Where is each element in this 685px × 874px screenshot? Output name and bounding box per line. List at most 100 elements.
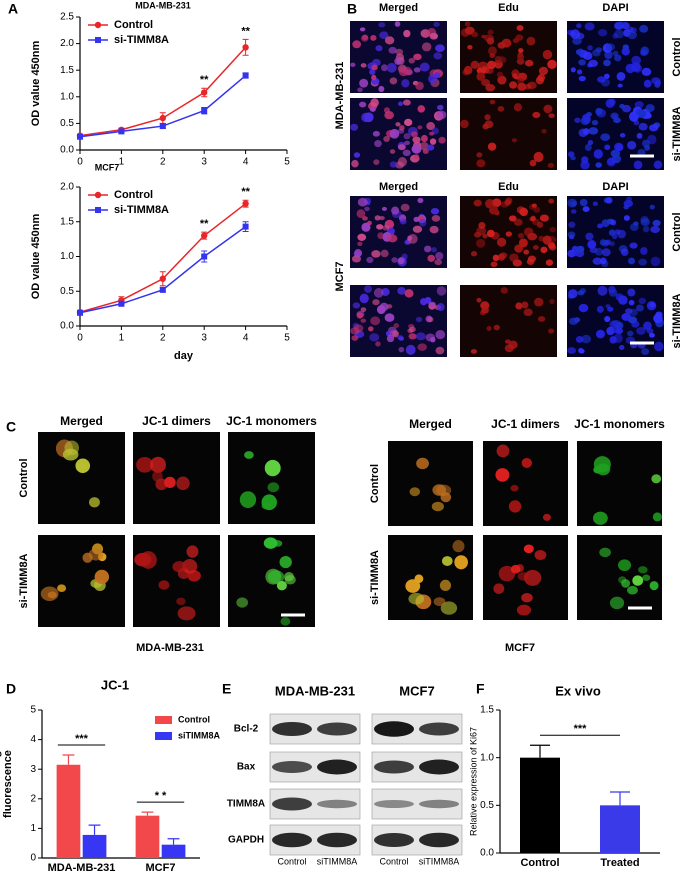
error-bar [167, 838, 180, 845]
cell [397, 257, 405, 265]
cell [639, 24, 649, 33]
cell [415, 81, 424, 91]
cell [568, 289, 578, 299]
cell [353, 152, 361, 158]
cell [460, 119, 469, 129]
panel-letter: F [476, 681, 485, 697]
cell [518, 238, 528, 248]
cell [612, 326, 620, 334]
cell [548, 198, 555, 204]
cell [613, 117, 621, 124]
cell [405, 579, 421, 593]
cell [415, 316, 423, 323]
cell [524, 59, 534, 67]
cell [570, 29, 581, 40]
cell [429, 225, 439, 234]
marker [77, 309, 83, 316]
cell [360, 34, 369, 42]
significance: ** [200, 218, 209, 230]
cell [485, 198, 495, 209]
cell [397, 128, 405, 134]
cell [47, 591, 57, 599]
cell [570, 156, 576, 161]
cell [481, 79, 491, 86]
cell [150, 456, 166, 473]
cell [433, 21, 440, 27]
cell [512, 73, 518, 79]
cell [431, 215, 441, 222]
legend-label: si-TIMM8A [114, 204, 169, 216]
cell [599, 547, 611, 558]
y-tick-label: 0.5 [60, 118, 74, 129]
y-tick-label: 0.5 [60, 286, 74, 297]
bar [520, 757, 560, 853]
cell [422, 148, 429, 154]
cell [627, 30, 638, 40]
cell [608, 285, 616, 294]
cell [470, 251, 478, 257]
cell [377, 232, 385, 240]
band [272, 797, 312, 811]
condition-label: Control [369, 464, 381, 503]
x-tick-label: Control [520, 857, 559, 869]
cell [426, 122, 435, 131]
x-tick-label: 0 [77, 157, 83, 168]
x-tick-label: 2 [160, 333, 166, 344]
cell [608, 98, 616, 106]
cell [431, 501, 444, 512]
cell [437, 104, 444, 111]
column-header: Edu [498, 181, 519, 193]
cell [516, 604, 532, 616]
cell [404, 118, 413, 127]
cell [519, 207, 528, 217]
cell [492, 254, 500, 262]
cell [609, 320, 619, 329]
y-tick-label: 0.0 [60, 145, 74, 156]
cell [587, 45, 593, 51]
cell [580, 160, 590, 170]
cell [541, 128, 547, 134]
condition-label: Control [18, 458, 30, 497]
cell [518, 48, 524, 54]
cell [635, 108, 644, 117]
cell [373, 159, 380, 165]
cell [476, 152, 483, 158]
cell [517, 82, 527, 91]
cell [403, 99, 411, 106]
cell [464, 21, 471, 27]
cell [176, 476, 190, 491]
cell-line-label: MCF7 [334, 262, 346, 292]
y-tick-label: 2 [30, 793, 36, 804]
y-tick-label: 0.0 [60, 321, 74, 332]
cell [575, 335, 584, 343]
cell [412, 136, 421, 144]
cell [521, 301, 529, 309]
cell [419, 142, 429, 151]
y-tick-label: 0.5 [480, 800, 494, 811]
column-header: JC-1 monomers [226, 414, 317, 428]
cell [384, 313, 395, 322]
cell [358, 101, 367, 108]
cell [539, 214, 549, 222]
cell [587, 240, 597, 249]
band [419, 722, 459, 736]
y-tick-label: 1.0 [60, 91, 74, 102]
cell [538, 66, 549, 76]
micrograph [577, 441, 662, 526]
marker [242, 72, 249, 79]
cell [284, 574, 296, 585]
cell [360, 318, 367, 323]
y-axis-label: OD value 450nm [30, 213, 42, 299]
cell [542, 513, 551, 521]
cell [413, 154, 420, 160]
bar [600, 805, 640, 853]
cell [617, 83, 623, 88]
x-tick-label: 0 [77, 333, 83, 344]
cell [481, 34, 487, 39]
cell [158, 580, 170, 590]
cell [619, 344, 625, 351]
cell [388, 46, 397, 54]
cell [276, 580, 287, 591]
cell [382, 225, 390, 231]
cell [603, 59, 611, 67]
